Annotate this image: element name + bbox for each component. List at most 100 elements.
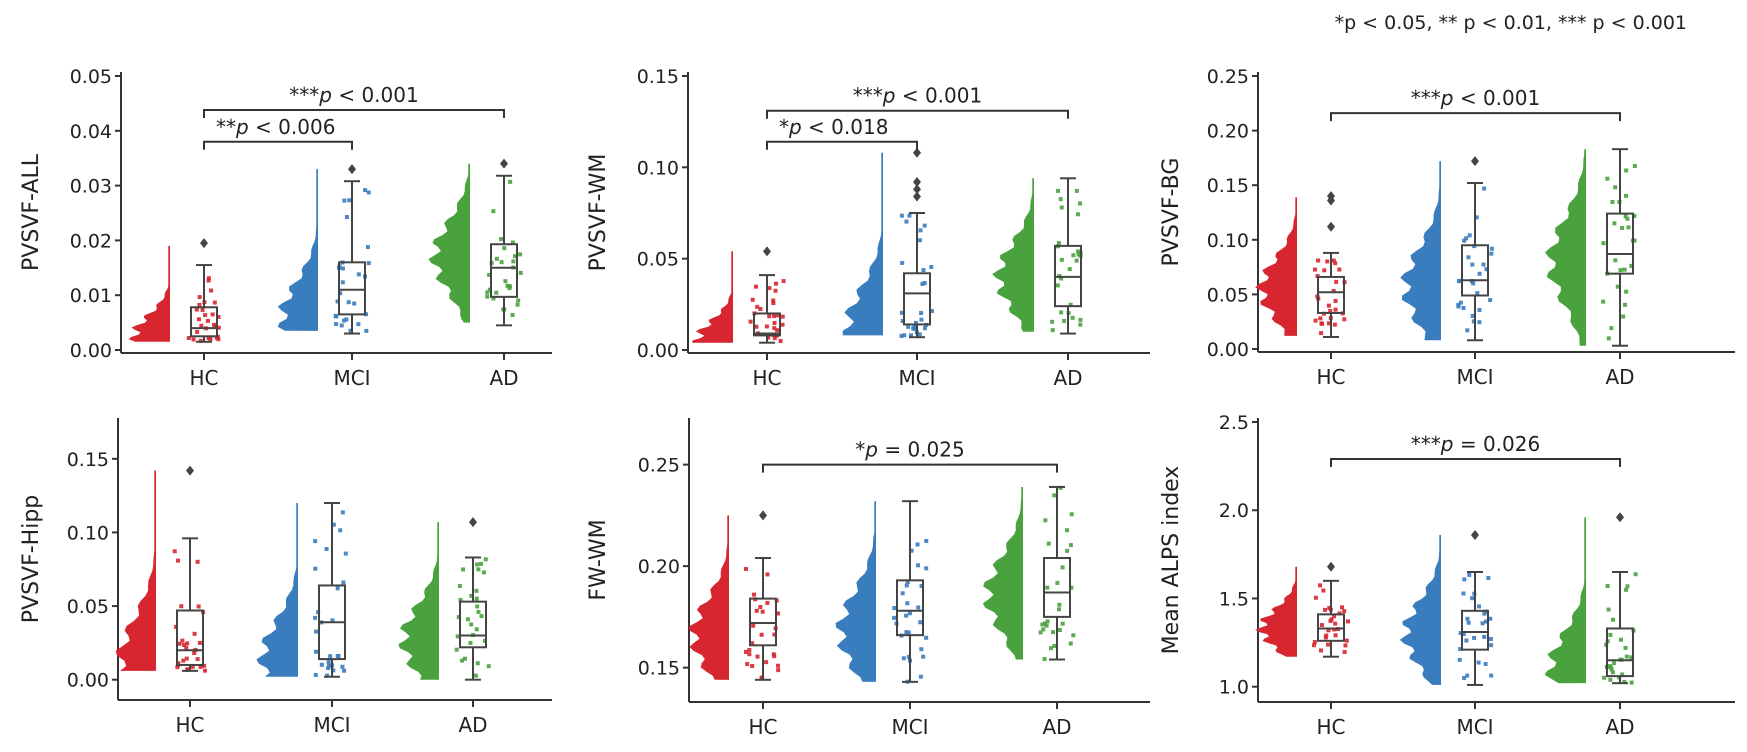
data-point-hc (758, 605, 763, 610)
data-point-ad (1613, 258, 1618, 263)
data-point-ad (1056, 241, 1061, 246)
data-point-ad (476, 609, 481, 614)
data-point-mci (900, 319, 905, 324)
data-point-ad (1056, 607, 1061, 612)
y-tick-label: 2.5 (1219, 412, 1249, 434)
data-point-hc (175, 665, 180, 670)
data-point-hc (212, 300, 217, 305)
data-point-ad (1612, 221, 1617, 226)
data-point-mci (916, 605, 921, 610)
y-tick-label: 1.0 (1219, 677, 1249, 699)
data-point-ad (1068, 543, 1073, 548)
data-point-mci (929, 309, 934, 314)
data-point-ad (485, 290, 490, 295)
data-point-ad (1620, 672, 1625, 677)
data-point-ad (1078, 322, 1083, 327)
data-point-ad (1601, 299, 1606, 304)
p-value: < 0.001 (332, 83, 419, 107)
data-point-ad (1045, 585, 1050, 590)
p-value: < 0.018 (802, 115, 889, 139)
outlier-marker (1327, 191, 1335, 202)
data-point-ad (1078, 317, 1083, 322)
significance-bracket (766, 109, 1069, 119)
p-value: = 0.026 (1453, 432, 1540, 456)
data-point-mci (1456, 302, 1461, 307)
data-point-mci (335, 654, 340, 659)
significance-stars: *** (289, 83, 319, 107)
data-point-ad (1043, 518, 1048, 523)
data-point-ad (1608, 632, 1613, 637)
data-point-mci (901, 656, 906, 661)
outlier-marker (913, 184, 921, 195)
data-point-ad (1610, 670, 1615, 675)
data-point-hc (744, 649, 749, 654)
y-tick-label: 0.15 (67, 449, 109, 471)
data-point-mci (919, 583, 924, 588)
significance-stars: * (779, 115, 789, 139)
data-point-mci (340, 266, 345, 271)
data-point-mci (313, 672, 318, 677)
data-point-ad (516, 298, 521, 303)
data-point-mci (1456, 279, 1461, 284)
data-point-hc (1325, 642, 1330, 647)
data-point-mci (340, 280, 345, 285)
data-point-hc (772, 336, 777, 341)
data-point-mci (313, 539, 318, 544)
data-point-mci (892, 606, 897, 611)
data-point-hc (197, 640, 202, 645)
data-point-ad (1622, 267, 1627, 272)
data-point-mci (906, 630, 911, 635)
y-tick-label: 0.03 (70, 176, 112, 198)
data-point-ad (479, 614, 484, 619)
x-tick-label-hc: HC (748, 715, 777, 739)
box-iqr-hc (176, 609, 204, 666)
significance-bracket (203, 140, 353, 150)
data-point-ad (1048, 646, 1053, 651)
data-point-mci (892, 615, 897, 620)
data-point-ad (1040, 622, 1045, 627)
data-point-ad (458, 597, 463, 602)
data-point-ad (1059, 205, 1064, 210)
data-point-hc (197, 295, 202, 300)
data-point-hc (772, 314, 777, 319)
data-point-ad (1062, 318, 1067, 323)
data-point-ad (502, 246, 507, 251)
data-point-ad (1069, 585, 1074, 590)
data-point-hc (753, 284, 758, 289)
data-point-mci (1470, 596, 1475, 601)
half-violin-hc (115, 470, 156, 671)
data-point-mci (917, 332, 922, 337)
box-iqr-ad (1043, 557, 1071, 618)
data-point-hc (750, 641, 755, 646)
data-point-mci (909, 548, 914, 553)
data-point-mci (1462, 238, 1467, 243)
data-point-hc (190, 664, 195, 669)
data-point-ad (469, 622, 474, 627)
data-point-ad (1045, 619, 1050, 624)
data-point-hc (186, 335, 191, 340)
data-point-ad (1060, 621, 1065, 626)
data-point-ad (1612, 661, 1617, 666)
data-point-ad (465, 617, 470, 622)
chart-panel-pvsvf-bg: 0.00 0.05 0.10 0.15 0.20 0.25 PVSVF-BG HC MCI AD *… (1159, 66, 1735, 389)
data-point-mci (1484, 267, 1489, 272)
y-tick-label: 0.02 (70, 230, 112, 252)
data-point-mci (924, 566, 929, 571)
data-point-ad (1042, 621, 1047, 626)
data-point-ad (1629, 680, 1634, 685)
data-point-ad (1071, 253, 1076, 258)
data-point-mci (1480, 621, 1485, 626)
data-point-mci (314, 629, 319, 634)
data-point-hc (1332, 614, 1337, 619)
p-symbol: p (1440, 86, 1454, 110)
y-tick-label: 0.15 (1207, 175, 1249, 197)
data-point-hc (759, 632, 764, 637)
data-point-ad (474, 627, 479, 632)
data-point-ad (518, 252, 523, 257)
y-axis-title: PVSVF-ALL (19, 153, 44, 271)
data-point-ad (1632, 213, 1637, 218)
data-point-hc (1324, 633, 1329, 638)
data-point-ad (1038, 630, 1043, 635)
data-point-ad (475, 604, 480, 609)
data-point-mci (1465, 328, 1470, 333)
